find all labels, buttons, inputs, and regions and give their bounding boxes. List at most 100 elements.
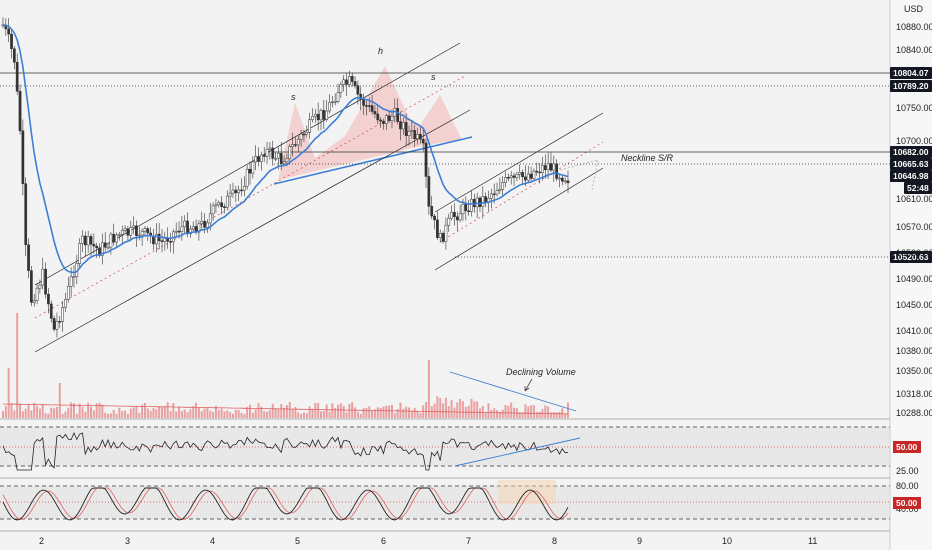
volume-trend-line[interactable] bbox=[449, 371, 577, 412]
candle-up bbox=[231, 189, 235, 194]
candle-up bbox=[285, 158, 289, 163]
volume-bar bbox=[501, 409, 504, 418]
candle-up bbox=[438, 233, 442, 238]
volume-bar bbox=[10, 403, 13, 418]
volume-bar bbox=[268, 410, 271, 418]
candle-up bbox=[69, 276, 73, 287]
volume-bar bbox=[507, 405, 510, 418]
volume-bar bbox=[257, 403, 260, 418]
candle-down bbox=[248, 168, 252, 174]
candle-up bbox=[228, 192, 232, 197]
candle-down bbox=[433, 215, 436, 221]
volume-bar bbox=[149, 410, 152, 418]
price-tick-label: 10570.00 bbox=[896, 222, 932, 232]
candle-down bbox=[549, 163, 553, 171]
price-tick-label: 10380.00 bbox=[896, 346, 932, 356]
volume-bar bbox=[408, 407, 411, 418]
candle-down bbox=[30, 270, 33, 303]
ma-line[interactable] bbox=[2, 24, 569, 274]
volume-bar bbox=[285, 405, 288, 418]
candle-down bbox=[294, 144, 297, 146]
volume-bar bbox=[521, 412, 524, 418]
candle-up bbox=[64, 299, 67, 308]
candle-up bbox=[563, 180, 567, 183]
channel-line[interactable] bbox=[434, 167, 604, 271]
candle-up bbox=[140, 231, 144, 236]
volume-bar bbox=[200, 411, 203, 418]
candle-down bbox=[279, 153, 283, 164]
volume-bar bbox=[393, 413, 396, 418]
rsi-pane[interactable]: 50.00 25.00 bbox=[0, 426, 921, 476]
price-tick-label: 10410.00 bbox=[896, 326, 932, 336]
volume-bar bbox=[243, 413, 246, 418]
volume-bar bbox=[152, 407, 155, 418]
rsi-value-badge bbox=[893, 441, 921, 453]
volume-bar bbox=[118, 407, 121, 418]
channel-line[interactable] bbox=[439, 141, 604, 243]
candle-down bbox=[555, 163, 558, 179]
rsi-line[interactable] bbox=[2, 431, 569, 471]
candle-down bbox=[421, 139, 425, 144]
price-axis[interactable]: 10880.00 10840.00 10750.00 10700.00 10610.00… bbox=[896, 22, 932, 418]
volume-bar bbox=[564, 413, 567, 418]
stoch-band bbox=[0, 486, 890, 519]
candle-down bbox=[27, 244, 30, 271]
volume-bar bbox=[302, 412, 305, 418]
candle-down bbox=[186, 220, 189, 234]
volume-bar bbox=[410, 410, 413, 418]
volume-bar bbox=[425, 402, 428, 418]
channel-line[interactable] bbox=[434, 112, 604, 213]
candle-up bbox=[180, 226, 184, 232]
volume-bar bbox=[192, 406, 195, 418]
time-tick-label: 8 bbox=[552, 536, 557, 546]
candle-down bbox=[524, 176, 527, 181]
volume-bar bbox=[532, 405, 535, 418]
candle-down bbox=[387, 115, 391, 121]
candle-up bbox=[174, 230, 178, 233]
candle-up bbox=[191, 226, 195, 230]
volume-bar bbox=[433, 403, 436, 418]
candle-up bbox=[61, 307, 64, 322]
channel-line[interactable] bbox=[34, 75, 466, 319]
candle-up bbox=[509, 175, 513, 178]
volume-bar bbox=[379, 408, 382, 418]
volume-bar bbox=[197, 407, 200, 418]
candle-up bbox=[481, 196, 485, 207]
neckline-trend[interactable] bbox=[273, 136, 473, 185]
volume-bar bbox=[126, 413, 129, 418]
volume-bar bbox=[359, 413, 362, 418]
candle-up bbox=[268, 147, 272, 150]
declining-volume-arrow bbox=[524, 378, 533, 392]
volume-bar bbox=[436, 396, 439, 418]
volume-bar bbox=[527, 406, 530, 418]
volume-bar bbox=[490, 409, 493, 418]
candle-down bbox=[427, 176, 431, 207]
candle-up bbox=[237, 189, 241, 194]
volume-bar bbox=[356, 411, 359, 418]
volume-bar bbox=[314, 403, 317, 418]
candle-down bbox=[234, 189, 238, 194]
volume-bar bbox=[405, 406, 408, 418]
candle-down bbox=[512, 175, 516, 178]
candle-up bbox=[38, 284, 42, 289]
volume-bar bbox=[141, 404, 144, 418]
candle-up bbox=[444, 224, 448, 242]
volume-bar bbox=[92, 410, 95, 418]
candle-up bbox=[342, 79, 346, 85]
candle-up bbox=[214, 204, 218, 207]
candle-down bbox=[203, 221, 206, 228]
candle-up bbox=[115, 234, 118, 243]
volume-bar bbox=[214, 405, 217, 418]
time-axis[interactable]: 2 3 4 5 6 7 8 9 10 11 bbox=[39, 536, 817, 546]
volume-bar bbox=[464, 407, 467, 418]
volume-bar bbox=[345, 412, 348, 418]
rsi-trend-line[interactable] bbox=[454, 437, 581, 467]
channel-line[interactable] bbox=[34, 109, 471, 353]
price-tick-label: 10700.00 bbox=[896, 136, 932, 146]
volume-bar bbox=[175, 411, 178, 418]
volume-bar bbox=[95, 403, 98, 418]
volume-bar bbox=[81, 406, 84, 418]
stoch-k-line[interactable] bbox=[2, 487, 569, 521]
